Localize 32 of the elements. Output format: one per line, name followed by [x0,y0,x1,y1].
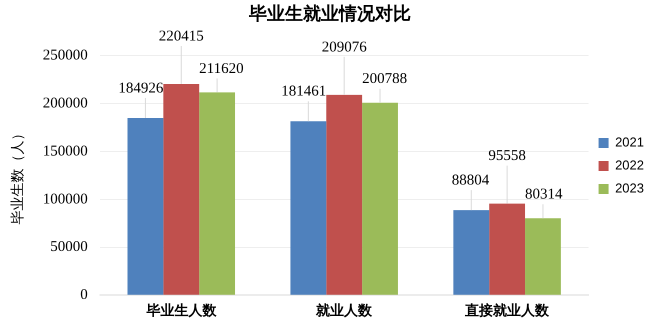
bar [290,121,326,295]
x-tick-label: 直接就业人数 [464,302,550,320]
y-tick-label: 250000 [42,48,88,64]
bar [128,118,164,295]
y-axis-title: 毕业生数（人） [10,126,26,224]
bar [362,102,398,295]
y-tick-label: 50000 [50,239,88,256]
data-label: 181461 [281,84,326,100]
y-tick-label: 150000 [42,143,88,160]
y-tick-label: 200000 [42,95,88,112]
data-label: 220415 [158,28,204,44]
bar [163,84,200,295]
bar [489,204,526,295]
data-label: 80314 [525,186,564,203]
x-tick-label: 就业人数 [315,303,374,320]
bar [453,210,490,295]
data-label: 184926 [118,80,164,96]
data-label: 211620 [199,60,244,77]
y-tick-label: 0 [80,287,88,304]
y-tick-label: 100000 [42,191,88,208]
data-label: 209076 [322,39,368,56]
legend-label: 2021 [615,134,644,150]
data-label: 95558 [488,148,526,164]
x-tick-label: 毕业生人数 [145,303,218,320]
legend-label: 2022 [615,158,644,173]
bar [199,92,236,295]
data-label: 88804 [452,172,490,189]
bar [525,218,561,295]
data-label: 200788 [362,71,408,88]
bar [326,94,362,295]
legend-label: 2023 [615,180,644,196]
chart-title: 毕业生就业情况对比 [248,3,411,24]
